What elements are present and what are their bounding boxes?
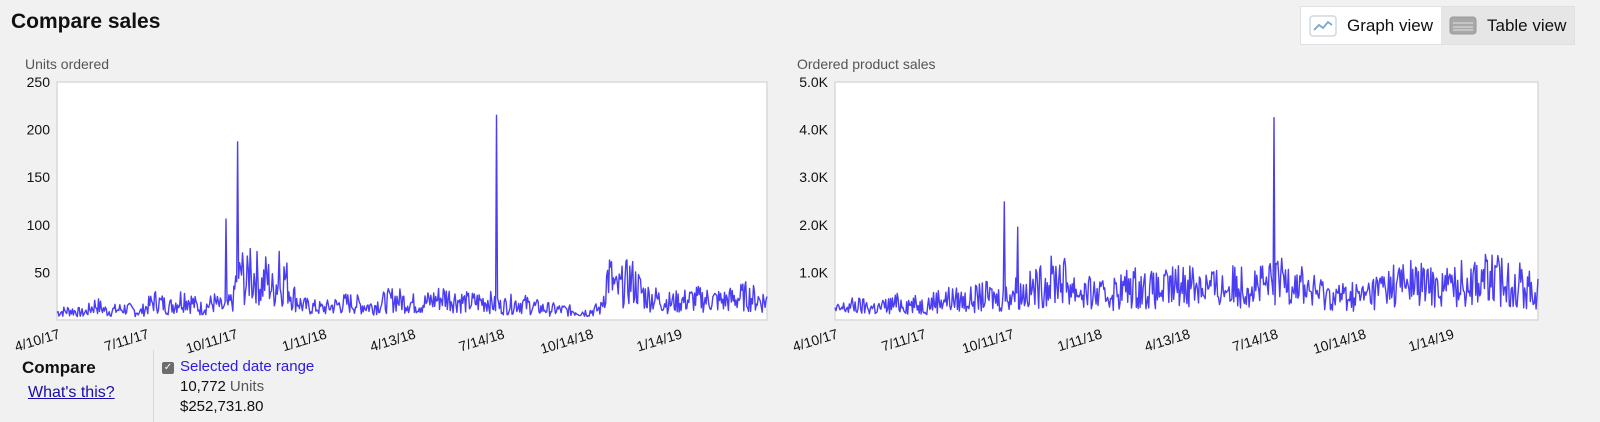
ordered-product-sales-chart-svg: Ordered product sales 1.0K 2.0K 3.0K 4.0K 5.0…: [791, 56, 1539, 357]
compare-title: Compare: [22, 358, 96, 377]
selected-range-label[interactable]: Selected date range: [180, 358, 315, 375]
x-tick-label: 7/11/17: [880, 326, 929, 355]
y-tick-label: 250: [27, 74, 51, 90]
y-tick-label: 4.0K: [799, 122, 828, 138]
y-tick-label: 50: [34, 264, 50, 280]
plot-area: [56, 81, 768, 321]
graph-view-label: Graph view: [1347, 15, 1433, 35]
y-axis-label: Ordered product sales: [797, 56, 936, 72]
series-line: [56, 114, 768, 318]
y-axis-label: Units ordered: [25, 56, 109, 72]
page-title: Compare sales: [11, 10, 161, 33]
line-graph-icon: [1309, 14, 1337, 37]
x-tick-label: 4/13/18: [1143, 326, 1193, 355]
x-tick-label: 10/11/17: [960, 326, 1016, 357]
view-toggle: Graph view Table view: [1300, 6, 1576, 45]
graph-view-button[interactable]: Graph view: [1301, 7, 1441, 44]
series-line: [834, 117, 1539, 316]
units-total-label: Units: [229, 378, 265, 395]
y-tick-label: 1.0K: [799, 264, 828, 280]
selected-range-checkbox[interactable]: ✓: [162, 362, 174, 374]
y-tick-label: 200: [27, 122, 51, 138]
x-tick-label: 1/14/19: [1406, 326, 1456, 355]
compare-section: Compare What's this? ✓ Selected date ran…: [0, 350, 800, 422]
x-tick-label: 7/14/18: [1230, 326, 1280, 355]
table-view-label: Table view: [1486, 15, 1567, 35]
x-tick-label: 10/14/18: [1311, 326, 1368, 357]
y-tick-label: 100: [27, 217, 51, 233]
compare-divider: [153, 350, 154, 422]
table-view-button[interactable]: Table view: [1440, 7, 1575, 44]
ordered-product-sales-chart: Ordered product sales 1.0K 2.0K 3.0K 4.0K 5.0…: [790, 52, 1580, 357]
y-tick-label: 2.0K: [799, 217, 828, 233]
x-tick-label: 1/11/18: [1056, 326, 1105, 355]
table-icon: [1449, 16, 1477, 34]
units-total: 10,772 Units: [180, 378, 264, 395]
units-ordered-chart: Units ordered 50 100 150 200 250 4/10/17 7/11/1…: [0, 52, 790, 357]
sales-total: $252,731.80: [180, 398, 264, 415]
y-tick-label: 5.0K: [799, 74, 828, 90]
units-total-value: 10,772: [180, 378, 226, 395]
y-tick-label: 150: [27, 169, 51, 185]
y-tick-label: 3.0K: [799, 169, 828, 185]
whats-this-link[interactable]: What's this?: [28, 384, 115, 401]
